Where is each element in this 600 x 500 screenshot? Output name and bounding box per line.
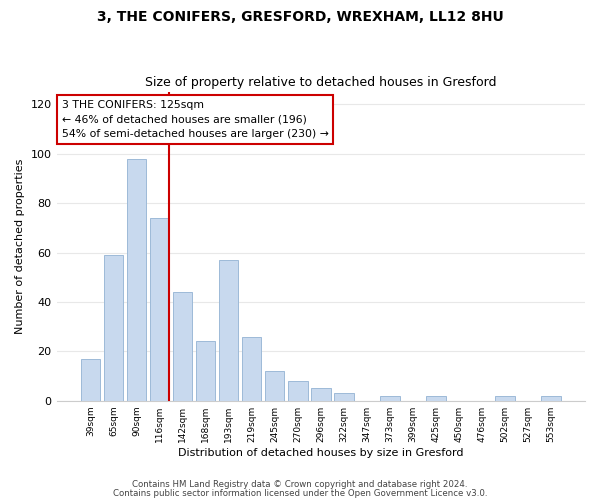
Bar (541, 396, 561, 400)
Title: Size of property relative to detached houses in Gresford: Size of property relative to detached ho… (145, 76, 497, 90)
Text: 3 THE CONIFERS: 125sqm
← 46% of detached houses are smaller (196)
54% of semi-de: 3 THE CONIFERS: 125sqm ← 46% of detached… (62, 100, 329, 140)
Bar (196, 342, 215, 400)
Bar (173, 292, 193, 401)
Bar (334, 394, 353, 400)
Bar (426, 396, 446, 400)
Text: Contains HM Land Registry data © Crown copyright and database right 2024.: Contains HM Land Registry data © Crown c… (132, 480, 468, 489)
Bar (265, 371, 284, 400)
Bar (219, 260, 238, 400)
Bar (242, 336, 262, 400)
Bar (288, 381, 308, 400)
Text: 3, THE CONIFERS, GRESFORD, WREXHAM, LL12 8HU: 3, THE CONIFERS, GRESFORD, WREXHAM, LL12… (97, 10, 503, 24)
Bar (496, 396, 515, 400)
Bar (380, 396, 400, 400)
Text: Contains public sector information licensed under the Open Government Licence v3: Contains public sector information licen… (113, 489, 487, 498)
Bar (104, 255, 123, 400)
Bar (149, 218, 169, 400)
X-axis label: Distribution of detached houses by size in Gresford: Distribution of detached houses by size … (178, 448, 464, 458)
Bar (127, 158, 146, 400)
Y-axis label: Number of detached properties: Number of detached properties (15, 158, 25, 334)
Bar (311, 388, 331, 400)
Bar (80, 358, 100, 401)
